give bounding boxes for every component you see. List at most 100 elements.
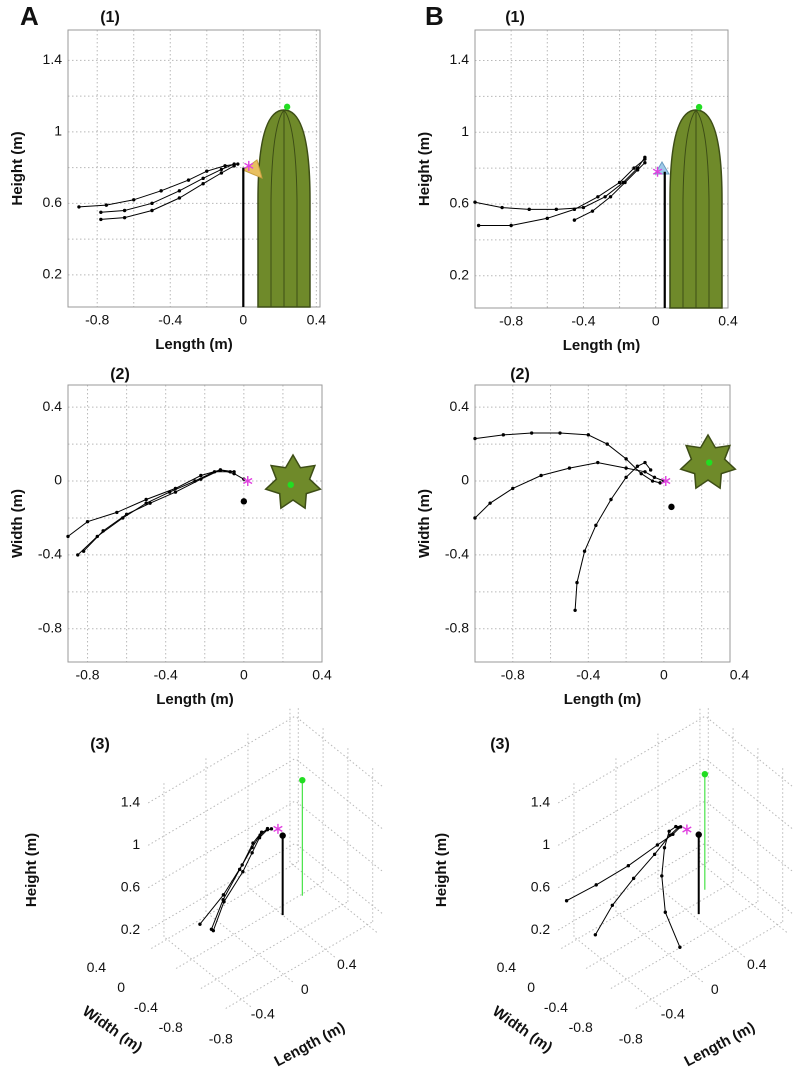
trajectory-point — [608, 195, 613, 199]
z-tick-label: 0.2 — [531, 921, 551, 937]
x-tick-label: 0 — [240, 667, 248, 683]
grid-line — [704, 842, 793, 914]
y-tick-label: 0.2 — [43, 266, 63, 282]
trajectory-point — [144, 501, 148, 505]
trajectory-point — [77, 205, 81, 209]
z-tick-label: 1.4 — [121, 794, 141, 810]
z-tick-label: 1 — [132, 836, 140, 852]
trajectory-point — [648, 468, 653, 472]
grid-line — [657, 886, 746, 958]
trajectory-point — [150, 201, 154, 206]
trajectory-point — [603, 195, 607, 199]
x-tick-label: -0.4 — [576, 667, 600, 683]
target — [299, 776, 306, 784]
target — [695, 103, 703, 111]
y-tick-label: 1 — [461, 123, 469, 139]
grid-line — [205, 911, 294, 983]
trajectory — [83, 469, 235, 552]
trajectory-point — [635, 464, 640, 468]
trajectory-point — [596, 460, 600, 465]
x-tick-label: -0.8 — [209, 1030, 233, 1046]
trajectory-point — [623, 180, 627, 185]
x-tick-label: 0 — [301, 981, 309, 997]
y-axis-label: Width (m) — [9, 489, 26, 558]
pole-top — [695, 831, 702, 838]
trajectory-point — [150, 208, 154, 213]
end-marker — [661, 476, 671, 487]
trajectory-point — [586, 433, 591, 437]
x-tick-label: 0 — [711, 981, 719, 997]
subplot-label: (1) — [100, 9, 120, 26]
z-tick-label: 0.2 — [121, 921, 141, 937]
grid-line — [289, 861, 378, 933]
trajectory-point — [650, 479, 655, 483]
trajectory — [77, 471, 231, 556]
trajectory-point — [564, 899, 569, 903]
x-tick-label: -0.8 — [85, 312, 109, 328]
trajectory — [78, 163, 238, 208]
y-tick-label: 0.4 — [450, 398, 470, 414]
trajectory-point — [572, 218, 577, 222]
y-tick-label: 0.2 — [450, 266, 470, 282]
z-tick-label: 1 — [542, 836, 550, 852]
trajectory-point — [635, 168, 640, 172]
trajectory-point — [678, 945, 682, 949]
grid-line — [294, 842, 383, 914]
trajectory-point — [232, 164, 236, 168]
trajectory-point — [596, 195, 600, 199]
grid-line — [585, 881, 734, 969]
target — [706, 459, 713, 466]
x-tick-label: 0.4 — [337, 956, 357, 972]
trajectory-point — [219, 167, 224, 172]
plot-frame — [67, 29, 321, 308]
y-tick-label: 0.6 — [43, 194, 63, 210]
trajectory-point — [148, 501, 152, 505]
trajectory-point — [186, 178, 191, 182]
trajectory-point — [624, 457, 628, 461]
trajectory-point — [511, 486, 515, 491]
subplot-label: (1) — [505, 9, 525, 26]
grid-line — [175, 881, 324, 969]
y-tick-label: 0 — [117, 979, 125, 995]
trajectory-point — [488, 501, 492, 505]
grid-line — [610, 901, 759, 989]
trajectory-point — [626, 864, 631, 868]
trajectory-point — [593, 933, 598, 937]
trajectory-point — [658, 481, 662, 485]
trajectory-point — [66, 534, 70, 539]
grid-line — [557, 758, 706, 846]
trajectory-point — [663, 910, 668, 914]
x-tick-label: -0.8 — [499, 313, 523, 329]
trajectory — [594, 827, 679, 936]
x-tick-label: -0.4 — [571, 313, 595, 329]
trajectory-point — [473, 200, 477, 204]
grid-line — [294, 758, 383, 829]
trajectory-point — [609, 497, 613, 502]
grid-line — [635, 921, 783, 1009]
trajectory-point — [575, 580, 579, 585]
x-tick-label: -0.4 — [154, 667, 178, 683]
x-axis-label: Length (m) — [682, 1019, 758, 1070]
x-tick-label: 0.4 — [730, 667, 750, 683]
trajectory-point — [590, 209, 595, 213]
trajectory-point — [237, 867, 242, 872]
x-tick-label: -0.4 — [158, 312, 182, 328]
grid-line — [294, 800, 383, 872]
y-tick-label: -0.4 — [38, 546, 62, 562]
y-tick-label: 1 — [54, 123, 62, 139]
end-marker — [682, 824, 692, 835]
trajectory-point — [545, 216, 549, 221]
grid-line — [147, 715, 296, 804]
trajectory-point — [558, 431, 562, 435]
trajectory-point — [617, 180, 622, 185]
x-tick-label: 0 — [652, 313, 660, 329]
trajectory-point — [101, 529, 105, 533]
plot — [68, 385, 323, 662]
pole — [240, 498, 248, 505]
subplot-label: (3) — [490, 736, 510, 753]
trajectory-point — [223, 164, 227, 168]
plot-frame — [474, 384, 731, 663]
grid-line — [573, 936, 662, 1008]
trajectory-point — [159, 189, 163, 193]
